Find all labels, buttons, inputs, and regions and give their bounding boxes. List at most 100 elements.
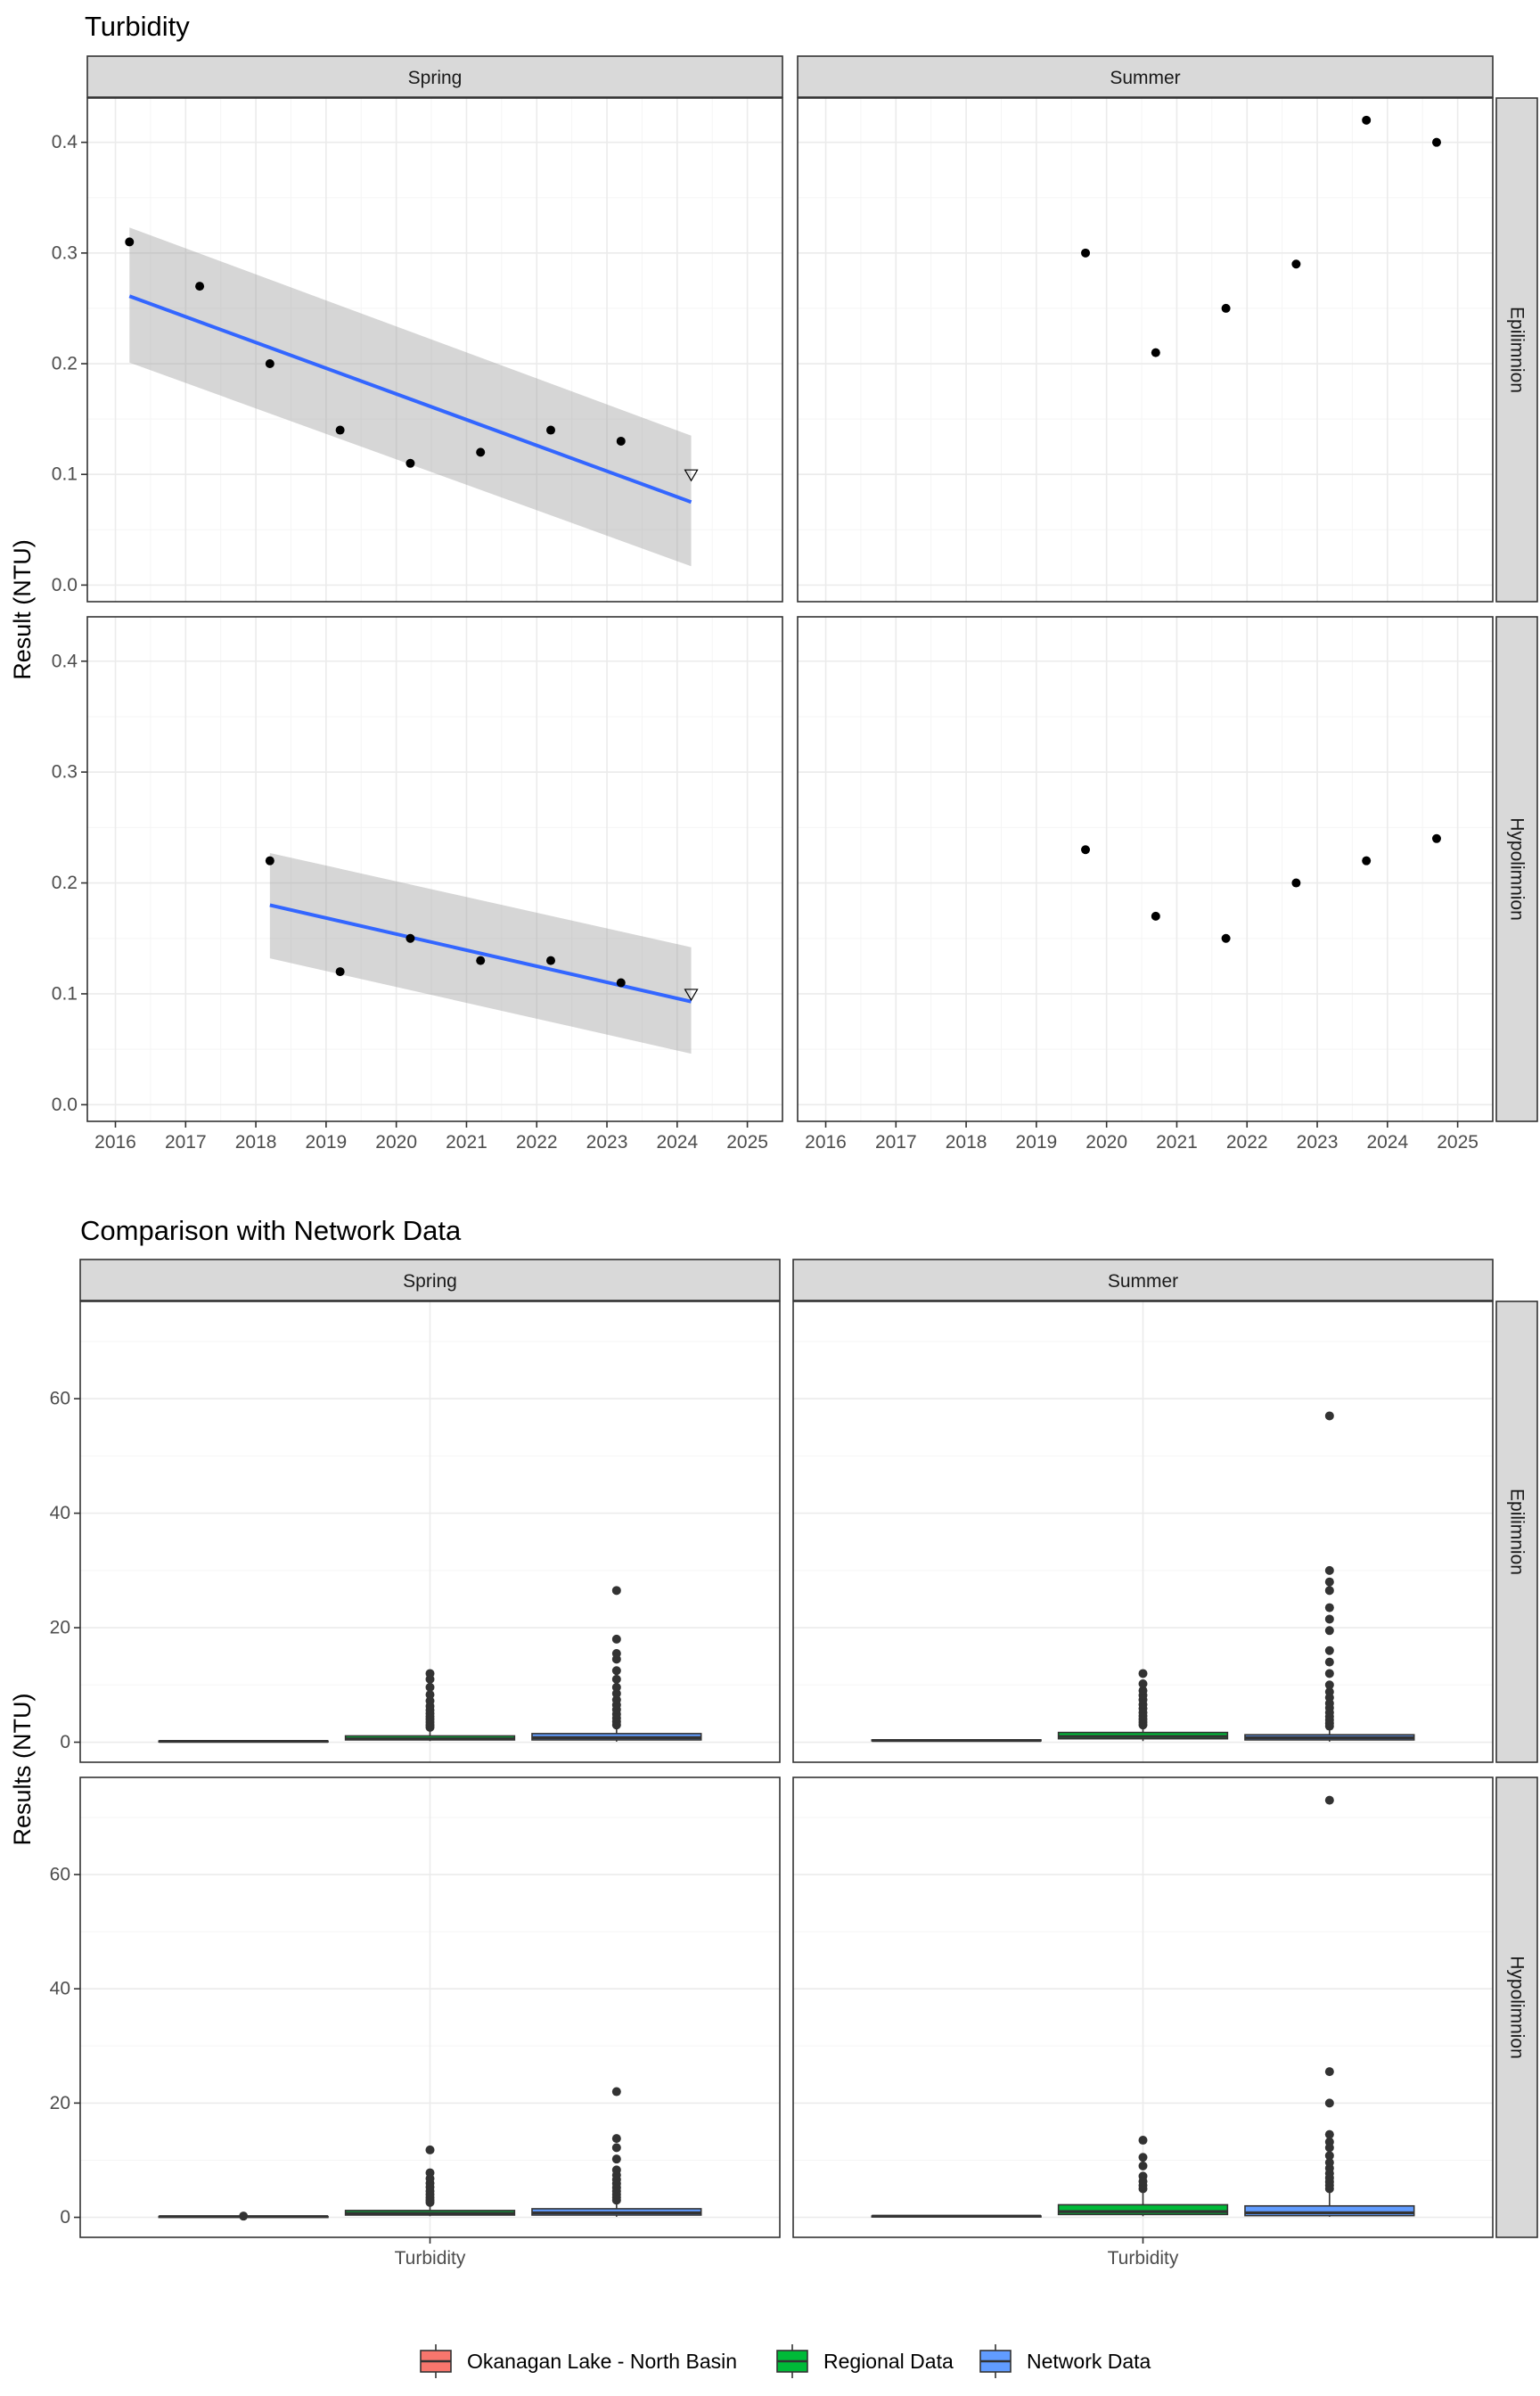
turbidity-trend-chart: Spring Summer Epilimnion Hypolimnion Result … <box>9 55 1538 1153</box>
panel-border <box>797 616 1494 1122</box>
outlier-point <box>1324 1577 1334 1587</box>
data-point <box>1431 833 1441 843</box>
panel-summer-epilimnion <box>792 1301 1494 1763</box>
x-tick-label: 2024 <box>656 1132 698 1153</box>
outlier-point <box>425 1696 435 1706</box>
outlier-point <box>611 1682 621 1692</box>
x-tick-label: 2020 <box>1085 1132 1127 1153</box>
outlier-point <box>1324 1411 1334 1421</box>
outlier-point <box>611 2134 621 2144</box>
panel-background <box>798 617 1493 1121</box>
outlier-point <box>1324 1657 1334 1667</box>
panel-spring-epilimnion: 0.0 0.1 0.2 0.3 0.4 <box>52 97 783 603</box>
y-tick-label: 0.0 <box>52 575 78 595</box>
outlier-point <box>1324 1614 1334 1624</box>
strip-label-summer: Summer <box>1110 68 1180 88</box>
outlier-point <box>425 1682 435 1692</box>
panel-summer-hypolimnion: Turbidity <box>792 1776 1494 2269</box>
panel-background <box>87 617 782 1121</box>
outlier-point <box>1138 2161 1148 2170</box>
outlier-point <box>1324 2151 1334 2161</box>
strip-spring <box>86 55 783 98</box>
data-point <box>405 933 415 943</box>
box-body <box>1057 2203 1229 2216</box>
panel-spring-hypolimnion: 0 20 40 60 Turbidity <box>50 1776 781 2269</box>
strip-label-summer: Summer <box>1108 1271 1178 1292</box>
y-tick-label: 0.4 <box>52 651 78 671</box>
strip-summer <box>792 1259 1494 1301</box>
outlier-point <box>1324 1795 1334 1805</box>
box-regional-data <box>1057 1669 1229 1742</box>
y-tick-label: 0.0 <box>52 1095 78 1115</box>
data-point <box>405 458 415 468</box>
data-point <box>1151 348 1160 357</box>
box-okanagan-lake-north-basin <box>871 1739 1042 1743</box>
data-point <box>1362 115 1372 125</box>
y-tick-label: 0.1 <box>52 464 78 485</box>
data-point <box>1362 856 1372 866</box>
outlier-point <box>611 2154 621 2164</box>
outlier-point <box>1138 1669 1148 1678</box>
panel-border <box>86 97 783 603</box>
y-tick-label: 60 <box>50 1389 70 1409</box>
y-tick-label: 0.3 <box>52 762 78 783</box>
x-tick-label: 2021 <box>446 1132 487 1153</box>
data-point <box>125 237 135 247</box>
outlier-point <box>1138 2153 1148 2162</box>
y-tick-label: 20 <box>50 1618 70 1638</box>
outlier-point <box>1324 1687 1334 1697</box>
x-tick-label: 2016 <box>805 1132 847 1153</box>
data-point <box>1221 933 1231 943</box>
box-network-data <box>1244 1411 1415 1742</box>
outlier-point <box>1138 1686 1148 1695</box>
panel-summer-hypolimnion: 2016 2017 2018 2019 2020 2021 2022 2023 2024 2025 <box>797 616 1494 1153</box>
outlier-point <box>611 2143 621 2153</box>
outlier-point <box>1324 1645 1334 1655</box>
y-axis-title: Results (NTU) <box>9 1693 36 1845</box>
y-tick-label: 0.2 <box>52 354 78 374</box>
strip-summer <box>797 55 1494 98</box>
x-tick-label: 2023 <box>586 1132 628 1153</box>
outlier-point <box>1324 2098 1334 2108</box>
data-point <box>616 436 626 446</box>
legend-item-regional-data: Regional Data <box>776 2344 954 2378</box>
strip-hypolimnion <box>1495 616 1538 1122</box>
y-axis-title: Result (NTU) <box>9 539 36 680</box>
box-network-data <box>531 1586 702 1742</box>
panel-border <box>79 1301 781 1763</box>
x-tick-label: 2019 <box>1016 1132 1058 1153</box>
outlier-point <box>1138 2171 1148 2181</box>
outlier-point <box>425 2168 435 2178</box>
data-point <box>1221 303 1231 313</box>
x-tick-label: 2020 <box>375 1132 417 1153</box>
panel-spring-epilimnion: 0 20 40 60 <box>50 1301 781 1763</box>
outlier-point <box>611 1688 621 1698</box>
y-tick-label: 20 <box>50 2093 70 2113</box>
turbidity-chart-title: Turbidity <box>85 11 190 42</box>
x-tick-label: 2016 <box>94 1132 136 1153</box>
network-comparison-chart: Spring Summer Epilimnion Hypolimnion Results… <box>9 1259 1538 2269</box>
outlier-point <box>1324 1680 1334 1690</box>
box-okanagan-lake-north-basin <box>871 2214 1042 2218</box>
data-point <box>546 956 555 965</box>
box-body <box>1244 2204 1415 2217</box>
outlier-point <box>1138 2136 1148 2146</box>
strip-label-hypolimnion: Hypolimnion <box>1507 1956 1528 2059</box>
x-tick-label: Turbidity <box>395 2248 466 2269</box>
y-tick-label: 0.2 <box>52 873 78 893</box>
outlier-point <box>1324 1669 1334 1678</box>
data-point <box>265 359 274 369</box>
x-tick-label: 2021 <box>1156 1132 1198 1153</box>
y-tick-label: 40 <box>50 1979 70 1999</box>
outlier-point <box>611 1694 621 1704</box>
panel-border <box>86 616 783 1122</box>
outlier-point <box>425 1669 435 1678</box>
data-point <box>335 425 345 435</box>
strip-label-spring: Spring <box>408 68 463 88</box>
panel-border <box>797 97 1494 603</box>
panel-background <box>798 98 1493 602</box>
outlier-point <box>425 2145 435 2154</box>
y-tick-label: 60 <box>50 1864 70 1884</box>
x-tick-label: 2024 <box>1366 1132 1408 1153</box>
